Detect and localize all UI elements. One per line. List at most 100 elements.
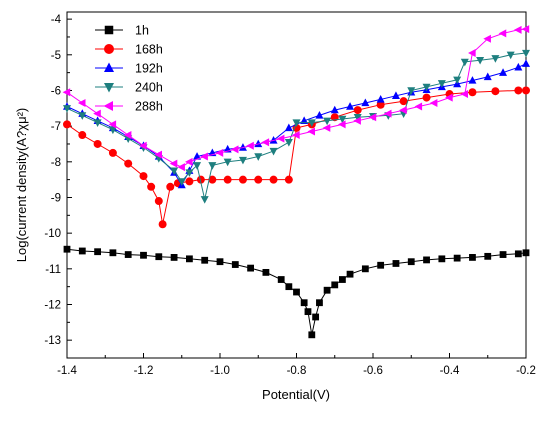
y-tick-label: -8 (51, 157, 61, 169)
data-point (196, 175, 205, 184)
data-point (63, 120, 71, 129)
data-point (154, 197, 163, 206)
y-axis-ticks: -4 -5 -6 -7 -8 -9 -10 -11 -12 -13 (44, 14, 72, 347)
data-point (292, 119, 301, 127)
data-point (330, 105, 339, 114)
series-168h (63, 86, 530, 229)
data-point (177, 163, 185, 172)
data-point (254, 139, 263, 148)
data-point (460, 58, 469, 67)
y-tick-label: -6 (51, 85, 61, 97)
data-point (484, 252, 492, 260)
data-point (514, 62, 523, 71)
data-point (108, 126, 117, 135)
y-tick-label: -12 (44, 299, 61, 311)
data-point (468, 49, 476, 58)
data-point (392, 260, 400, 267)
legend-item: 192h (95, 62, 163, 76)
data-point (422, 93, 431, 102)
y-tick-label: -5 (51, 50, 61, 62)
data-point (399, 106, 407, 115)
data-point (514, 250, 522, 258)
x-tick-label: -0.8 (287, 365, 307, 377)
data-point (377, 261, 385, 269)
y-tick-label: -9 (51, 192, 61, 204)
legend-label: 1h (135, 24, 149, 38)
data-point (339, 276, 346, 283)
data-point (338, 115, 347, 124)
data-point (346, 102, 355, 110)
data-point (307, 127, 315, 136)
data-point (63, 245, 71, 253)
data-point (491, 87, 500, 96)
data-point (522, 86, 530, 95)
data-point (123, 131, 132, 140)
data-point (323, 286, 331, 294)
data-point (445, 93, 453, 102)
data-point (423, 256, 430, 264)
data-point (185, 157, 193, 166)
data-point (368, 113, 377, 122)
data-point (154, 150, 162, 159)
data-point (124, 159, 133, 168)
data-point (147, 182, 156, 191)
data-point (238, 143, 247, 151)
data-point (453, 76, 462, 85)
y-tick-label: -7 (51, 121, 61, 133)
data-point (216, 258, 224, 266)
data-point (238, 156, 247, 165)
data-point (93, 119, 102, 127)
data-point (193, 162, 202, 170)
data-point (186, 255, 193, 263)
data-point (407, 87, 416, 95)
data-point (78, 112, 87, 120)
data-point (383, 109, 392, 118)
data-point (499, 251, 507, 258)
data-point (262, 268, 270, 276)
data-point (108, 148, 117, 157)
x-tick-label: -0.4 (440, 365, 460, 377)
data-point (166, 182, 175, 191)
data-point (261, 138, 270, 147)
data-point (208, 175, 217, 184)
data-point (353, 106, 362, 115)
data-point (276, 134, 285, 143)
data-point (124, 251, 132, 258)
data-point (521, 25, 530, 34)
y-tick-label: -11 (45, 264, 61, 276)
legend-marker (104, 44, 114, 54)
data-point (200, 152, 208, 161)
data-point (77, 98, 86, 107)
data-point (208, 162, 217, 170)
data-point (223, 175, 232, 184)
data-point (308, 331, 316, 339)
data-point (422, 83, 431, 92)
data-point (169, 159, 178, 168)
legend-item: 1h (95, 24, 149, 38)
legend-item: 288h (95, 100, 163, 114)
data-point (94, 248, 101, 256)
data-point (231, 261, 239, 268)
data-point (522, 59, 530, 67)
data-point (331, 281, 339, 289)
data-point (346, 270, 354, 278)
data-point (108, 120, 117, 129)
data-point (284, 175, 293, 184)
data-point (223, 158, 232, 167)
data-point (193, 152, 202, 160)
data-point (246, 141, 254, 150)
data-point (62, 88, 71, 97)
data-point (460, 90, 468, 99)
data-point (277, 276, 285, 283)
data-point (78, 247, 86, 255)
data-point (353, 116, 361, 125)
data-point (215, 148, 224, 157)
data-point (140, 251, 147, 259)
data-point (170, 254, 178, 261)
data-point (269, 175, 278, 184)
data-point (522, 249, 530, 257)
data-point (284, 138, 293, 147)
data-point (292, 131, 300, 140)
data-point (139, 172, 148, 181)
